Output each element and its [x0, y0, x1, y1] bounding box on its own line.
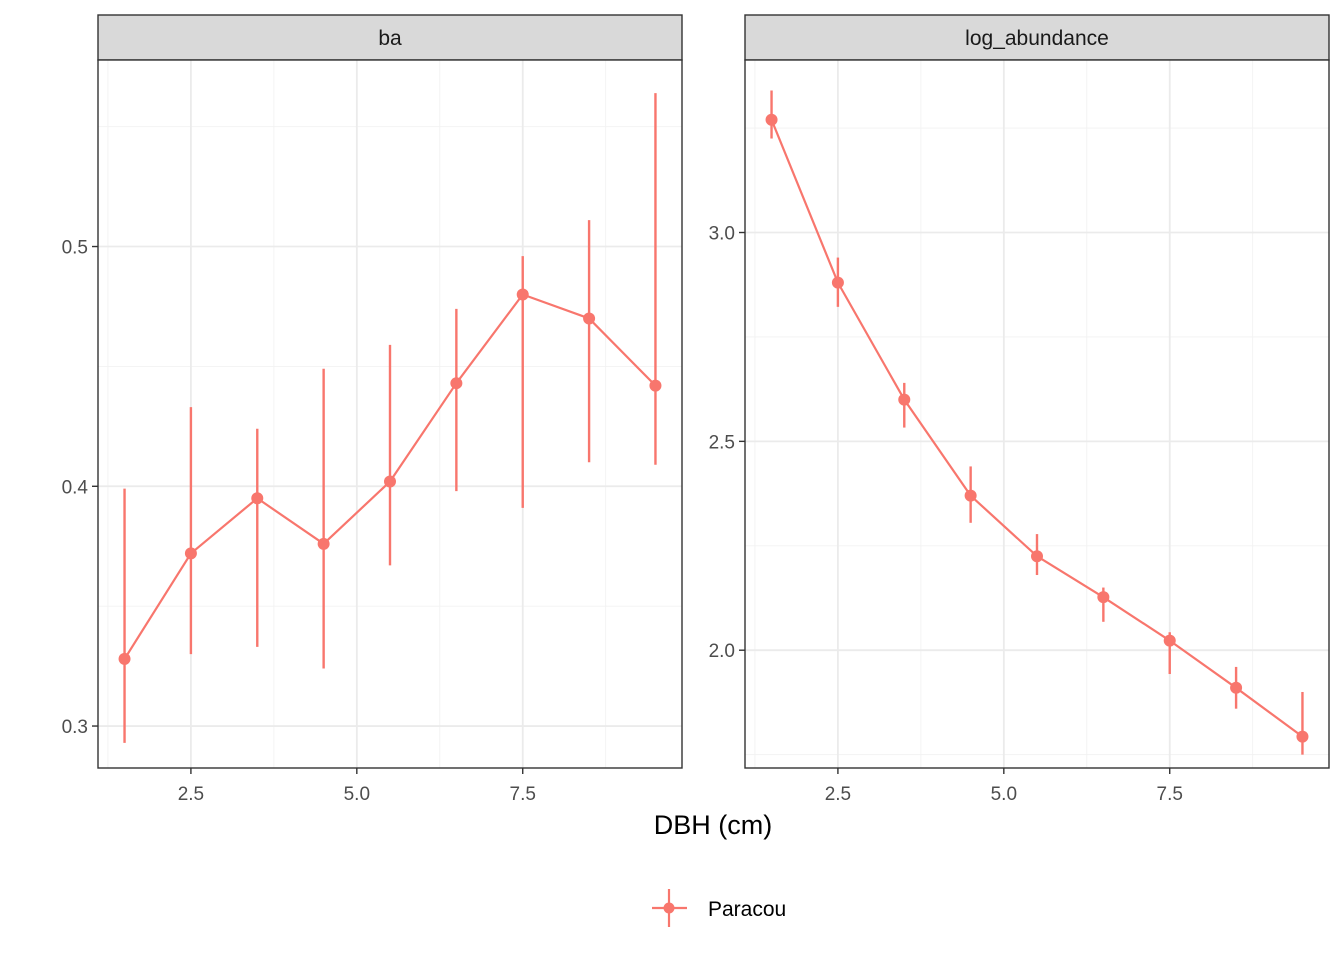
- x-axis: 2.5 5.0 7.5: [825, 768, 1183, 805]
- strip-background: [97, 14, 683, 61]
- x-tick-label: 7.5: [1157, 784, 1183, 805]
- panel-ba: ba 0.3 0.4 0.5 2.5 5.0 7.5: [62, 14, 683, 805]
- x-tick-label: 7.5: [510, 784, 536, 805]
- y-tick-label: 2.5: [709, 432, 735, 453]
- data-point: [516, 288, 529, 301]
- strip-label: log_abundance: [965, 27, 1109, 50]
- data-point: [1296, 730, 1309, 743]
- y-tick-label: 3.0: [709, 224, 735, 245]
- strip-background: [744, 14, 1330, 61]
- x-tick-label: 5.0: [991, 784, 1017, 805]
- data-point: [450, 377, 463, 390]
- legend: Paracou: [652, 889, 786, 927]
- data-points: [118, 288, 662, 665]
- data-point: [1163, 634, 1176, 647]
- data-point: [384, 475, 396, 488]
- data-points: [765, 113, 1309, 743]
- data-point: [184, 547, 197, 560]
- data-point: [898, 393, 911, 406]
- panel-border: [97, 59, 683, 769]
- y-tick-label: 2.0: [709, 641, 735, 662]
- data-point: [583, 312, 596, 325]
- data-point: [964, 489, 977, 502]
- data-point: [831, 276, 844, 289]
- x-axis: 2.5 5.0 7.5: [178, 768, 536, 805]
- data-point: [1230, 681, 1243, 694]
- x-tick-label: 2.5: [178, 784, 204, 805]
- y-tick-label: 0.4: [62, 477, 89, 498]
- panel-border: [744, 59, 1330, 769]
- y-axis: 2.0 2.5 3.0: [709, 224, 745, 662]
- x-axis-title: DBH (cm): [654, 810, 772, 840]
- data-point: [251, 492, 264, 505]
- data-point: [1031, 550, 1043, 563]
- legend-label-paracou: Paracou: [708, 898, 786, 921]
- data-point: [317, 537, 330, 550]
- panel-log-abundance: log_abundance 2.0 2.5 3.0 2.5 5.0 7.5: [709, 14, 1330, 805]
- legend-key-point: [663, 902, 675, 914]
- x-tick-label: 2.5: [825, 784, 851, 805]
- y-axis: 0.3 0.4 0.5: [62, 238, 98, 738]
- grid-lines: [745, 60, 1329, 768]
- data-point: [765, 113, 778, 126]
- x-tick-label: 5.0: [344, 784, 370, 805]
- data-point: [649, 379, 662, 392]
- strip-label: ba: [378, 27, 402, 50]
- plot-background: [745, 60, 1329, 768]
- y-tick-label: 0.5: [62, 238, 88, 259]
- y-tick-label: 0.3: [62, 717, 88, 738]
- data-point: [1097, 591, 1110, 604]
- data-point: [118, 652, 131, 665]
